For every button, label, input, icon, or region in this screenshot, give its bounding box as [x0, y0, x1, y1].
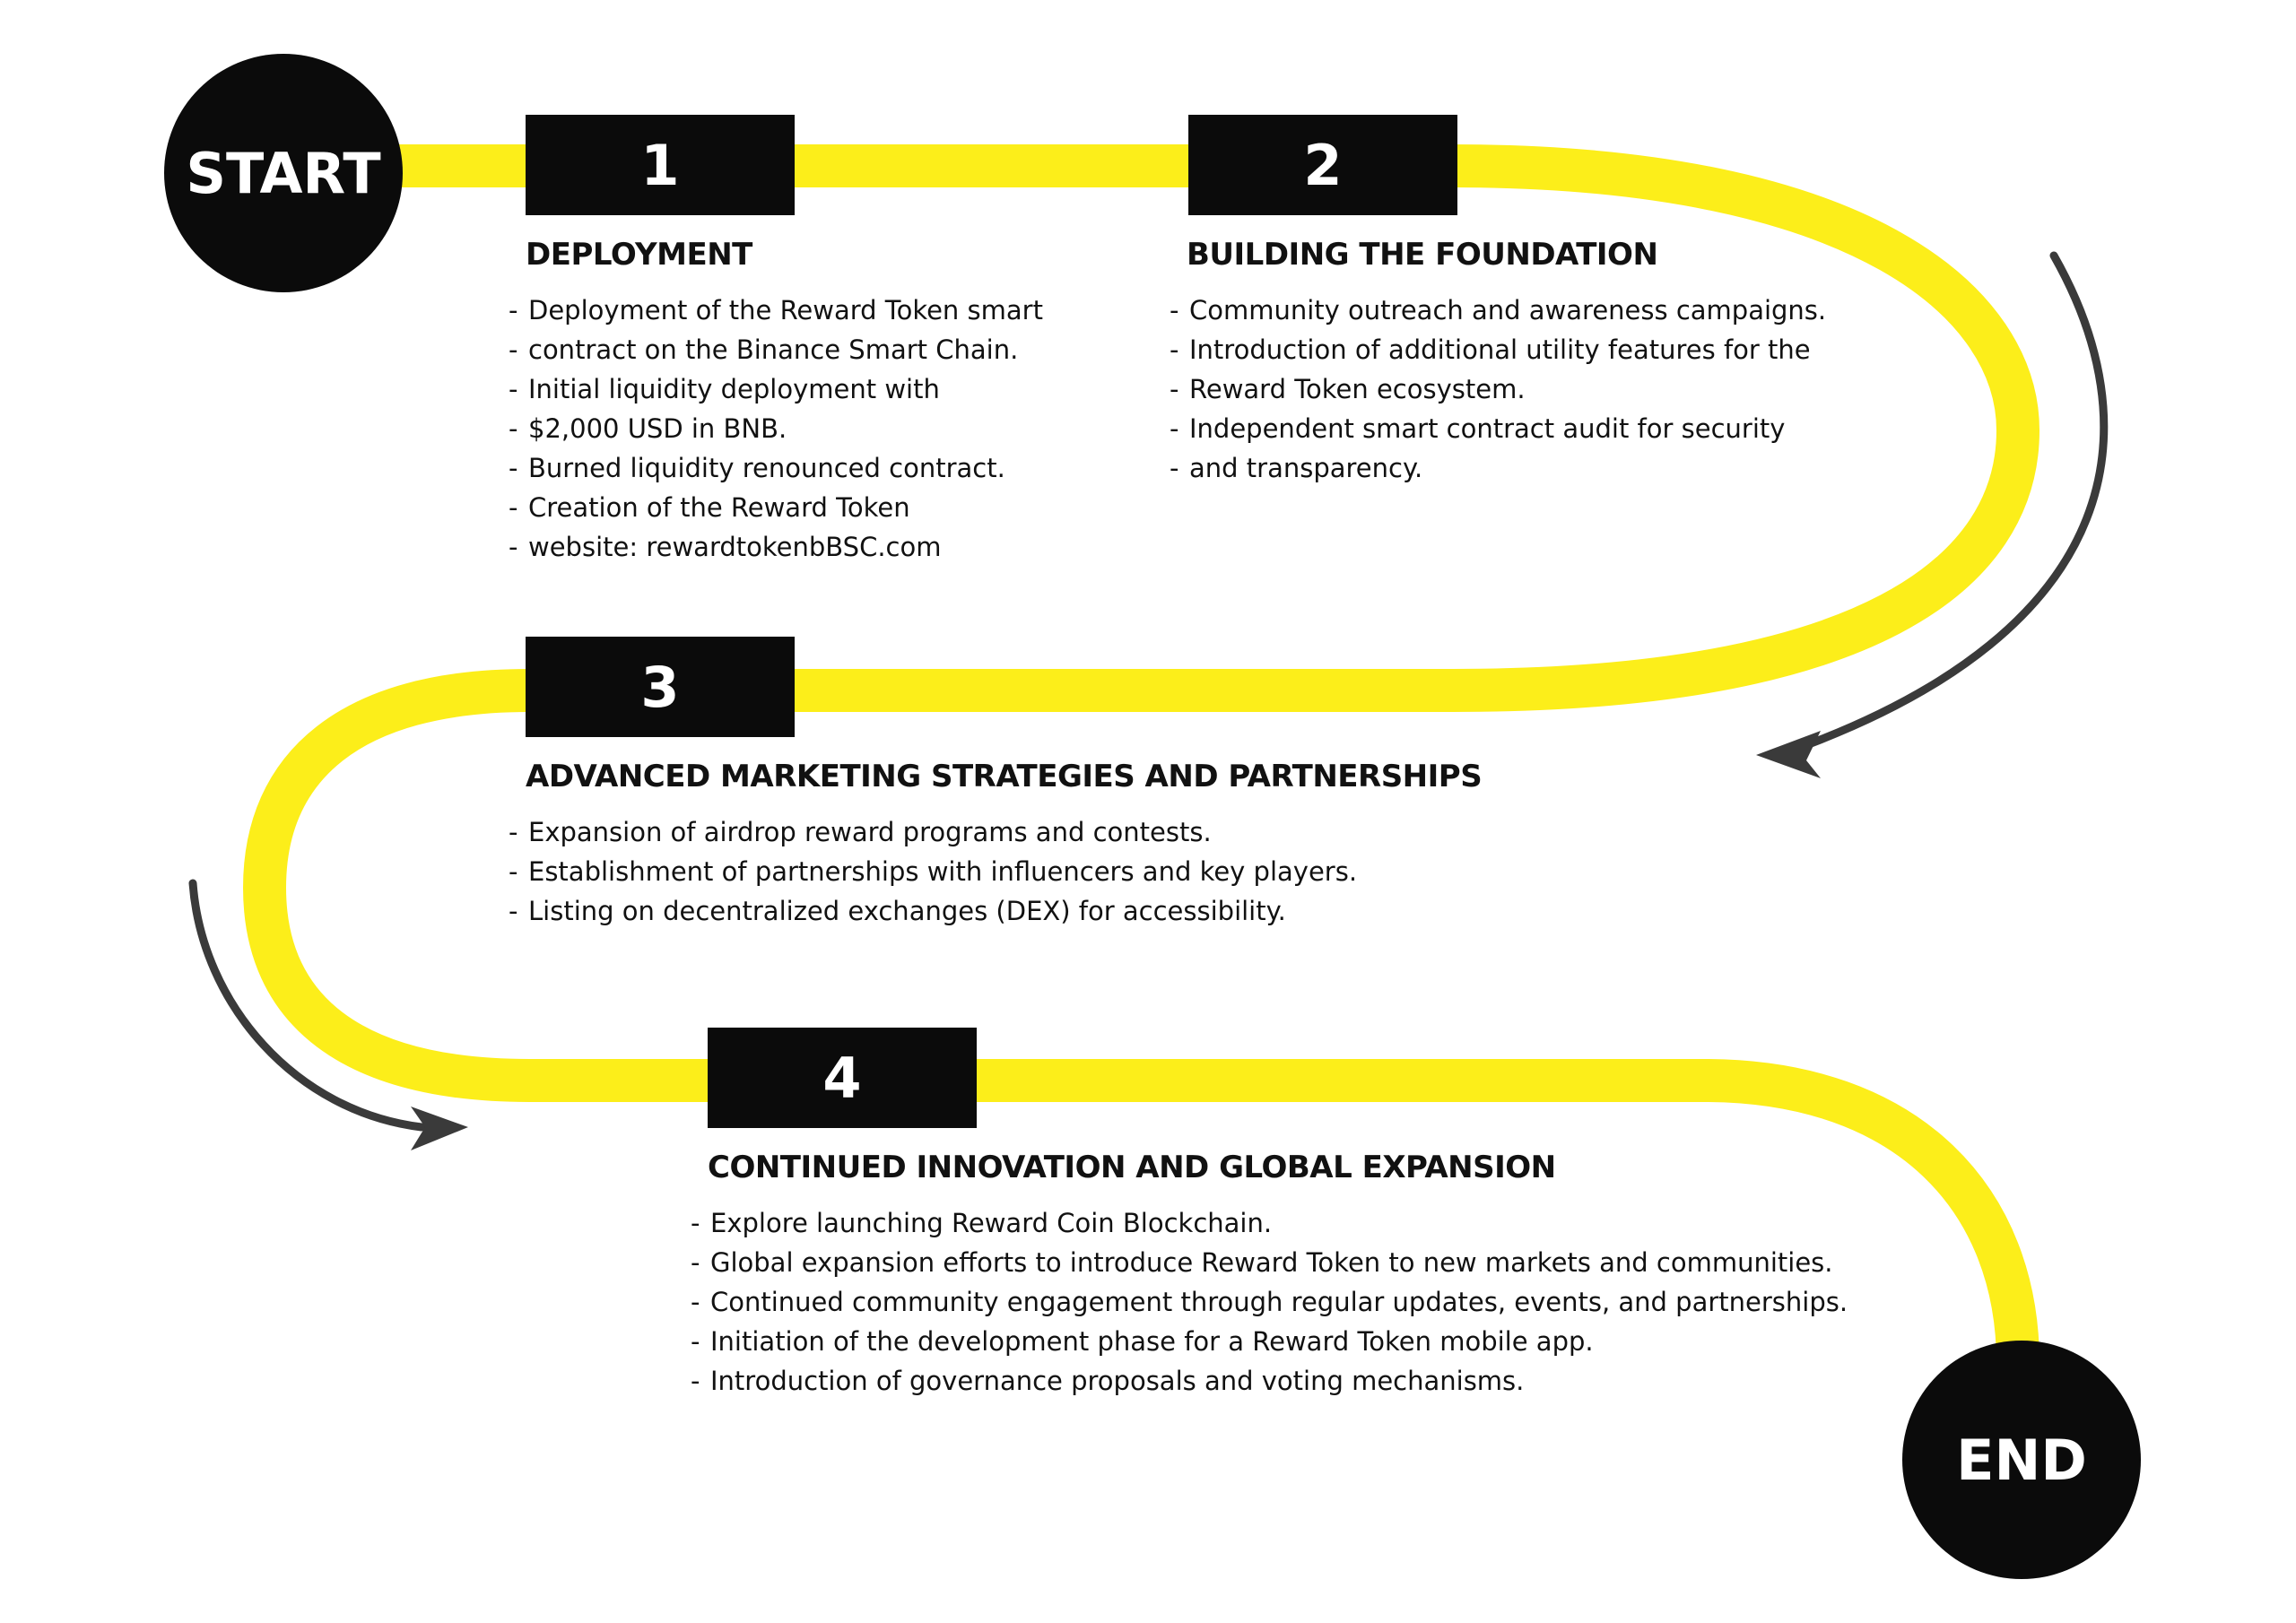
phase-3-list: Expansion of airdrop reward programs and…: [509, 812, 1482, 931]
list-item: Establishment of partnerships with influ…: [509, 852, 1482, 891]
list-item: Deployment of the Reward Token smart: [509, 291, 1043, 330]
list-item: Reward Token ecosystem.: [1170, 369, 1826, 409]
list-item: Creation of the Reward Token: [509, 488, 1043, 527]
end-label: END: [1956, 1427, 2087, 1493]
list-item: and transparency.: [1170, 448, 1826, 488]
list-item: Introduction of governance proposals and…: [691, 1361, 1848, 1401]
phase-4-list: Explore launching Reward Coin Blockchain…: [691, 1203, 1848, 1401]
list-item: Initiation of the development phase for …: [691, 1322, 1848, 1361]
phase-4-title: CONTINUED INNOVATION AND GLOBAL EXPANSIO…: [708, 1150, 1556, 1185]
step-3-box: 3: [526, 637, 795, 737]
start-circle: START: [164, 54, 403, 292]
phase-3-title: ADVANCED MARKETING STRATEGIES AND PARTNE…: [526, 759, 1483, 794]
list-item: Introduction of additional utility featu…: [1170, 330, 1826, 369]
step-1-number: 1: [640, 132, 680, 198]
step-3-number: 3: [640, 654, 680, 720]
phase-1-title: DEPLOYMENT: [526, 237, 752, 273]
phase-4: CONTINUED INNOVATION AND GLOBAL EXPANSIO…: [691, 1150, 1848, 1401]
roadmap-path: [243, 144, 2039, 1412]
phase-2-list: Community outreach and awareness campaig…: [1170, 291, 1826, 488]
list-item: Explore launching Reward Coin Blockchain…: [691, 1203, 1848, 1243]
phase-2-title: BUILDING THE FOUNDATION: [1187, 237, 1658, 273]
phase-3: ADVANCED MARKETING STRATEGIES AND PARTNE…: [509, 759, 1483, 931]
list-item: $2,000 USD in BNB.: [509, 409, 1043, 448]
list-item: Continued community engagement through r…: [691, 1282, 1848, 1322]
step-4-box: 4: [708, 1028, 977, 1128]
list-item: Community outreach and awareness campaig…: [1170, 291, 1826, 330]
list-item: website: rewardtokenbBSC.com: [509, 527, 1043, 567]
list-item: Initial liquidity deployment with: [509, 369, 1043, 409]
step-2-box: 2: [1188, 115, 1457, 215]
step-2-number: 2: [1303, 132, 1343, 198]
phase-1-list: Deployment of the Reward Token smart con…: [509, 291, 1043, 567]
start-label: START: [186, 140, 381, 206]
list-item: Burned liquidity renounced contract.: [509, 448, 1043, 488]
phase-1: DEPLOYMENT Deployment of the Reward Toke…: [509, 237, 1043, 567]
step-4-number: 4: [822, 1045, 862, 1111]
left-direction-arrow: [188, 879, 426, 1132]
list-item: Global expansion efforts to introduce Re…: [691, 1243, 1848, 1282]
list-item: Independent smart contract audit for sec…: [1170, 409, 1826, 448]
left-arrowhead: [411, 1107, 468, 1150]
list-item: contract on the Binance Smart Chain.: [509, 330, 1043, 369]
list-item: Expansion of airdrop reward programs and…: [509, 812, 1482, 852]
phase-2: BUILDING THE FOUNDATION Community outrea…: [1170, 237, 1826, 488]
right-direction-arrow: [1785, 251, 2109, 756]
list-item: Listing on decentralized exchanges (DEX)…: [509, 891, 1482, 931]
end-circle: END: [1902, 1341, 2141, 1579]
right-arrowhead: [1756, 731, 1821, 778]
step-1-box: 1: [526, 115, 795, 215]
